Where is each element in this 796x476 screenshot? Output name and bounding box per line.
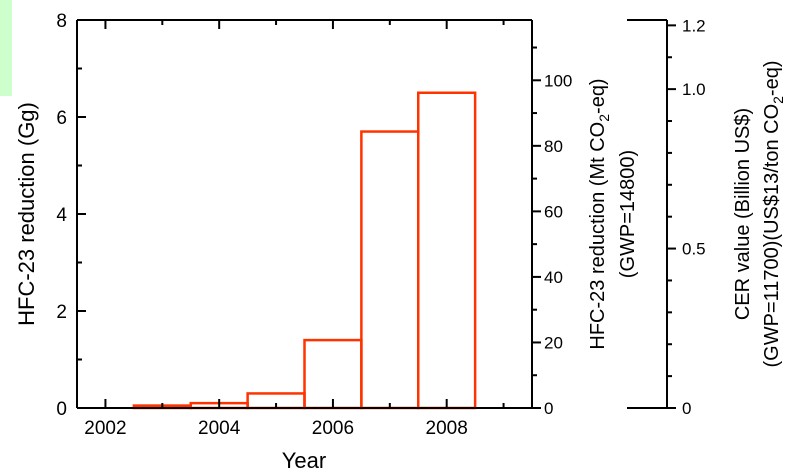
y2-tick-label: 40 [544,268,563,287]
y2-tick-label: 20 [544,333,563,352]
x-axis-title: Year [282,448,326,473]
y2-ticks: 0 20 40 60 80 100 [532,46,572,418]
left-accent-strip [0,0,12,96]
x-tick-label: 2006 [312,418,354,439]
y3-tick-label: 1.2 [682,16,706,35]
y3-tick-label: 0 [682,399,691,418]
y3-tick-label: 0.5 [682,240,706,259]
y-tick-label: 2 [56,302,67,323]
bar-2007 [360,130,420,410]
x-tick-label: 2002 [84,418,126,439]
y2-tick-label: 0 [544,399,553,418]
y-ticks: 0 2 4 6 8 [56,11,86,420]
y-axis-title: HFC-23 reduction (Gg) [14,102,39,326]
y3-ticks: 0 0.5 1.0 1.2 [667,16,706,418]
y3-axis-title-subscript: 2 [770,96,786,104]
y-tick-label: 6 [56,108,67,129]
y-tick-label: 0 [56,399,67,420]
bars [132,91,477,410]
x-tick-label: 2004 [198,418,241,439]
y2-axis-title-subscript: 2 [596,114,612,122]
y2-tick-label: 60 [544,202,563,221]
y2-axis-title-line1: HFC-23 reduction (Mt CO2-eq) [587,78,612,349]
y2-tick-label: 80 [544,137,563,156]
y-tick-label: 8 [56,11,67,32]
y3-axis-title-line1: CER value (Billion US$) [732,108,754,320]
y3-tick-label: 1.0 [682,80,706,99]
y2-tick-label: 100 [544,71,572,90]
bar-2008 [417,91,477,410]
y-tick-label: 4 [56,205,67,226]
x-tick-label: 2008 [426,418,468,439]
y2-axis-title-line2: (GWP=14800) [617,150,639,278]
y3-axis-title-line2: (GWP=11700)(US$13/ton CO2-eq) [761,60,786,367]
bar-2006 [303,338,363,410]
x-ticks: 2002 2004 2006 2008 [84,20,505,439]
